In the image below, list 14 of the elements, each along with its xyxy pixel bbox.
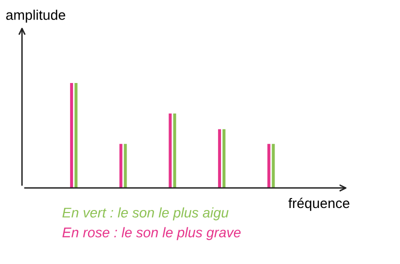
bar (173, 113, 176, 188)
bar (218, 129, 222, 188)
text: En vert : le son le plus aigu (62, 207, 228, 220)
bar (272, 144, 275, 188)
x-axis-title: fréquence (288, 198, 350, 211)
bar (124, 144, 127, 188)
y-axis-title: amplitude (6, 10, 66, 23)
bar (119, 144, 122, 188)
bar (74, 83, 78, 188)
bar (222, 129, 226, 188)
bar (267, 144, 270, 188)
bar (168, 113, 172, 188)
bar (70, 83, 74, 188)
text: En rose : le son le plus grave (62, 227, 241, 240)
